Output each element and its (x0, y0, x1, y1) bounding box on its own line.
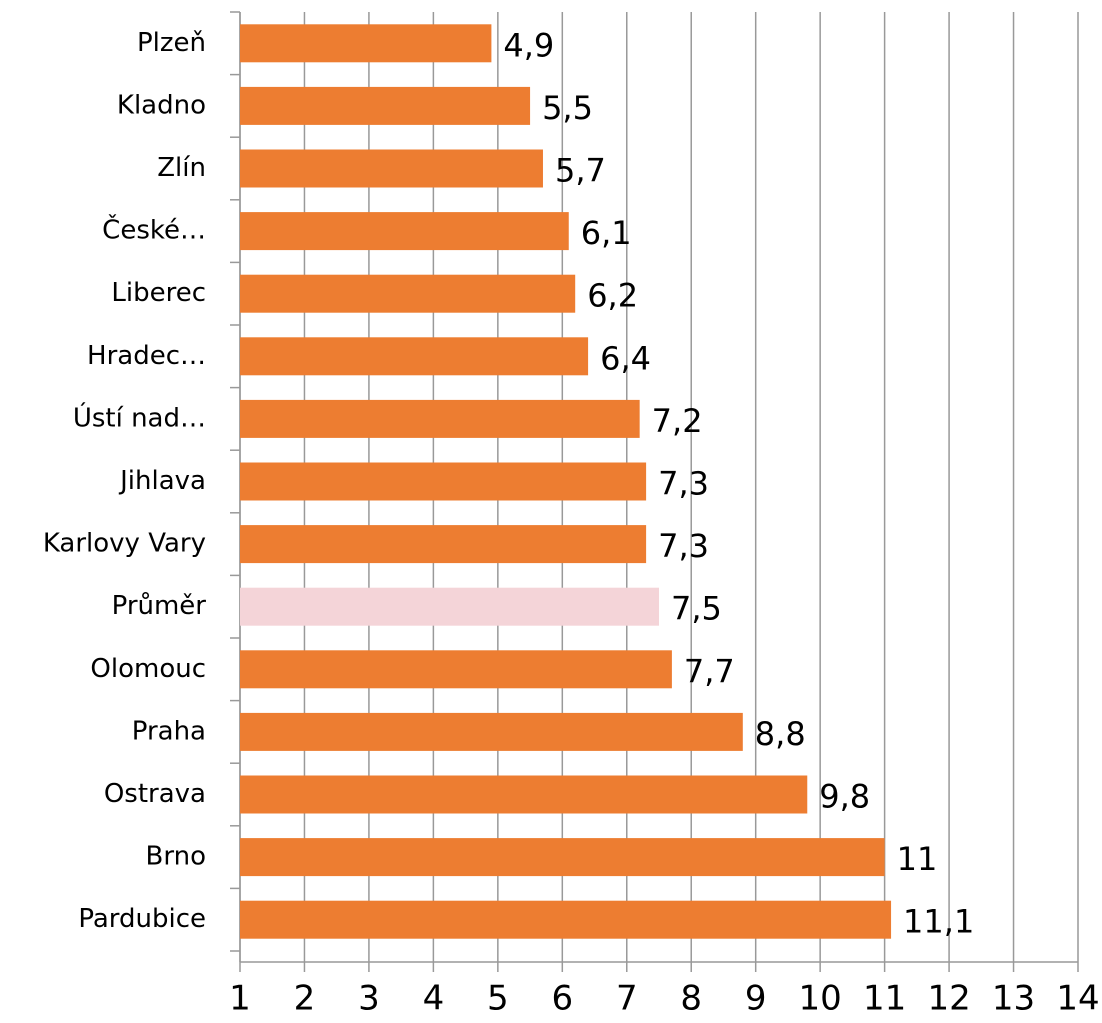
value-label: 7,2 (652, 402, 703, 440)
x-tick-label: 7 (616, 979, 638, 1019)
value-label: 6,2 (587, 277, 638, 315)
value-label: 11 (897, 840, 938, 878)
y-tick-label: Olomouc (90, 654, 206, 684)
x-tick-label: 3 (358, 979, 380, 1019)
y-tick-label: Jihlava (118, 466, 206, 496)
bar (240, 900, 892, 939)
bar (240, 274, 576, 313)
value-label: 9,8 (819, 778, 870, 816)
bar (240, 650, 672, 689)
x-tick-label: 1 (229, 979, 251, 1019)
y-tick-label: Brno (146, 842, 206, 872)
bar (240, 86, 531, 125)
bar (240, 838, 885, 877)
x-tick-label: 14 (1056, 979, 1099, 1019)
y-tick-label: Plzeň (137, 28, 206, 58)
y-tick-label: České… (102, 214, 206, 246)
value-label: 8,8 (755, 715, 806, 753)
value-label: 6,4 (600, 339, 651, 377)
y-tick-label: Zlín (157, 153, 206, 183)
bar (240, 525, 647, 564)
y-tick-label: Hradec… (87, 341, 206, 371)
bar (240, 337, 589, 376)
y-tick-label: Praha (132, 716, 206, 746)
x-tick-label: 10 (799, 979, 842, 1019)
x-tick-label: 11 (863, 979, 906, 1019)
value-label: 7,5 (671, 590, 722, 628)
x-tick-label: 12 (927, 979, 970, 1019)
x-tick-label: 9 (745, 979, 767, 1019)
bar (240, 587, 659, 626)
x-tick-label: 6 (551, 979, 573, 1019)
bar (240, 149, 543, 188)
y-tick-label: Karlovy Vary (43, 529, 206, 559)
value-label: 6,1 (581, 214, 632, 252)
value-label: 7,3 (658, 465, 709, 503)
x-tick-label: 4 (423, 979, 445, 1019)
value-label: 7,7 (684, 652, 735, 690)
bar (240, 712, 743, 751)
value-label: 7,3 (658, 527, 709, 565)
bar (240, 775, 808, 814)
x-tick-label: 13 (992, 979, 1035, 1019)
y-tick-label: Průměr (112, 591, 207, 621)
bar (240, 399, 640, 438)
x-tick-label: 8 (680, 979, 702, 1019)
value-label: 5,5 (542, 89, 593, 127)
y-tick-label: Ústí nad… (73, 401, 206, 433)
y-tick-label: Pardubice (78, 904, 206, 934)
value-label: 11,1 (903, 903, 974, 941)
y-tick-label: Liberec (111, 278, 206, 308)
bar (240, 462, 647, 501)
value-label: 5,7 (555, 152, 606, 190)
x-tick-label: 5 (487, 979, 509, 1019)
bar (240, 24, 492, 63)
y-tick-label: Ostrava (104, 779, 206, 809)
bar (240, 212, 569, 251)
y-tick-label: Kladno (117, 90, 206, 120)
x-tick-label: 2 (294, 979, 316, 1019)
value-label: 4,9 (503, 26, 554, 64)
